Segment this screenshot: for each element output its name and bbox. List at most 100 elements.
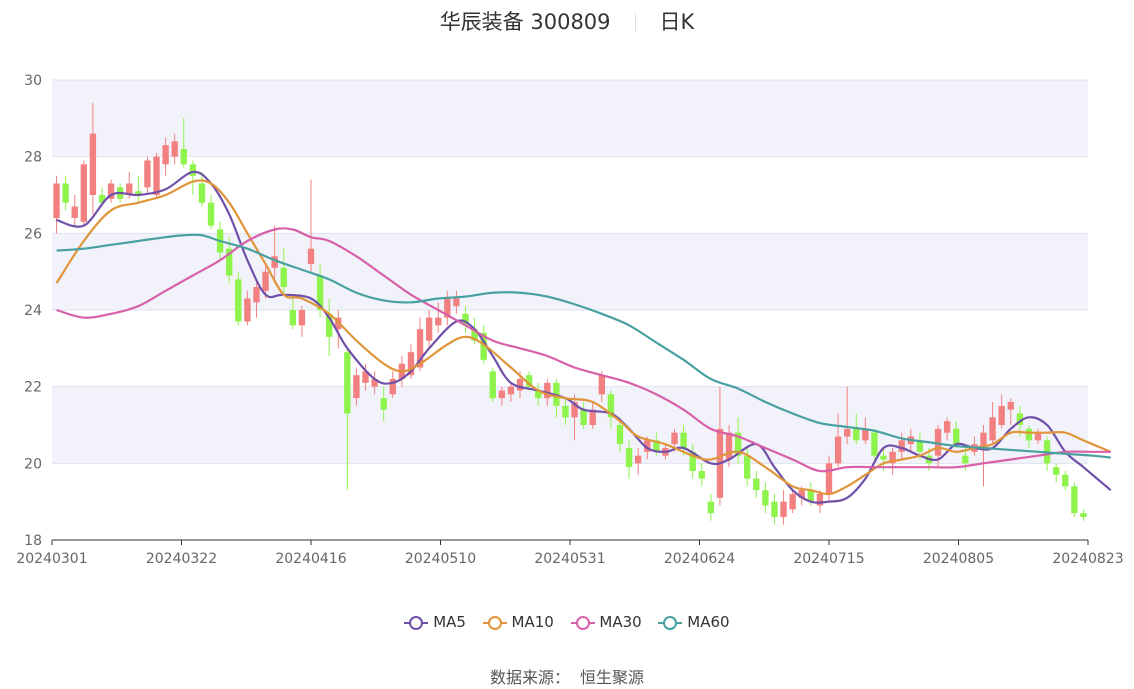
candle-body: [853, 428, 860, 441]
candle-body: [744, 455, 751, 479]
legend-item-ma5[interactable]: MA5: [404, 613, 466, 631]
candle-body: [889, 451, 896, 464]
candle-body: [525, 375, 533, 387]
candle-body: [1025, 428, 1033, 441]
candle-body: [571, 402, 578, 418]
candle-body: [725, 432, 733, 460]
candle-body: [280, 267, 287, 287]
data-source: 数据来源： 恒生聚源: [0, 664, 1134, 688]
kline-chart: 18 20 22 24 26 28 30 20240301 20240322 20240416 20…: [16, 73, 1123, 567]
candle-body: [934, 428, 942, 456]
candle-body: [462, 313, 469, 326]
legend-item-ma10[interactable]: MA10: [482, 613, 554, 631]
candle-body: [1053, 467, 1060, 475]
candle-body: [871, 432, 878, 456]
x-tick-label: 20240322: [146, 551, 217, 567]
candle-body: [307, 248, 315, 264]
x-tick-label: 20240715: [793, 551, 864, 567]
candle-body: [171, 141, 178, 157]
candle-body: [998, 405, 1005, 425]
legend: MA5 MA10 MA30 MA60: [0, 613, 1134, 631]
x-tick-label: 20240805: [923, 551, 994, 567]
source-label: 数据来源：: [489, 668, 570, 687]
candle-body: [480, 333, 487, 360]
x-tick-label: 20240416: [275, 551, 346, 567]
candle-body: [180, 149, 187, 165]
candle-body: [153, 156, 160, 195]
candle-body: [544, 382, 551, 399]
candle-body: [62, 183, 69, 203]
candle-body: [762, 490, 769, 506]
candle-body: [816, 494, 824, 506]
candle-body: [535, 390, 542, 399]
candle-body: [235, 279, 242, 322]
grid-band: [52, 233, 1088, 310]
ma-line-ma5: [56, 170, 1112, 504]
candle-body: [516, 379, 524, 391]
legend-label-ma5: MA5: [433, 613, 466, 631]
candle-body: [344, 352, 351, 414]
candle-body: [498, 390, 506, 399]
ma-line-ma60: [56, 233, 1111, 459]
candle-body: [634, 455, 642, 464]
y-tick-label: 22: [24, 380, 42, 396]
legend-marker-ma60: [658, 615, 683, 630]
candle-body: [780, 501, 787, 517]
candle-body: [834, 436, 842, 464]
x-tick-label: 20240531: [534, 551, 605, 567]
candle-body: [680, 432, 687, 448]
candle-body: [1007, 402, 1014, 410]
candle-body: [607, 394, 615, 418]
candle-body: [862, 428, 869, 441]
candle-body: [98, 195, 106, 203]
candle-body: [80, 164, 87, 222]
candle-body: [653, 440, 660, 452]
candle-body: [689, 451, 696, 471]
candle-body: [1080, 513, 1087, 517]
x-tick-label: 20240823: [1052, 551, 1123, 567]
candle-body: [362, 371, 369, 383]
candle-body: [962, 455, 969, 464]
candle-body: [1062, 474, 1069, 487]
candle-body: [471, 329, 478, 341]
source-value: 恒生聚源: [580, 668, 645, 687]
legend-item-ma60[interactable]: MA60: [658, 613, 730, 631]
candle-body: [107, 183, 115, 199]
legend-marker-ma5: [404, 615, 429, 630]
candle-body: [507, 386, 515, 395]
candle-body: [189, 164, 197, 176]
y-tick-label: 18: [24, 533, 42, 549]
candle-body: [771, 501, 778, 517]
candle-body: [562, 405, 569, 418]
candle-body: [644, 440, 651, 452]
legend-label-ma10: MA10: [511, 613, 554, 631]
y-tick-label: 24: [24, 303, 42, 319]
candle-body: [71, 206, 78, 218]
candle-body: [453, 298, 460, 307]
candle-body: [989, 417, 996, 441]
candle-body: [425, 317, 433, 341]
candle-body: [262, 271, 269, 291]
candle-body: [298, 310, 306, 326]
legend-label-ma60: MA60: [687, 613, 730, 631]
legend-label-ma30: MA30: [599, 613, 642, 631]
candle-body: [698, 471, 705, 479]
ma-line-ma10: [55, 179, 1112, 496]
candle-body: [435, 317, 442, 326]
candle-body: [389, 379, 396, 395]
legend-item-ma30[interactable]: MA30: [570, 613, 642, 631]
y-tick-label: 20: [24, 456, 42, 472]
candle-body: [380, 398, 387, 410]
legend-marker-ma30: [570, 615, 595, 630]
candle-body: [616, 425, 624, 445]
candle-body: [598, 375, 605, 395]
candle-body: [371, 379, 378, 387]
candle-body: [271, 256, 278, 268]
candle-body: [489, 371, 496, 399]
candle-body: [144, 160, 151, 188]
candle-body: [135, 191, 142, 195]
candle-body: [734, 432, 742, 456]
candle-body: [580, 409, 587, 425]
candle-body: [789, 494, 796, 510]
candle-body: [753, 478, 760, 491]
